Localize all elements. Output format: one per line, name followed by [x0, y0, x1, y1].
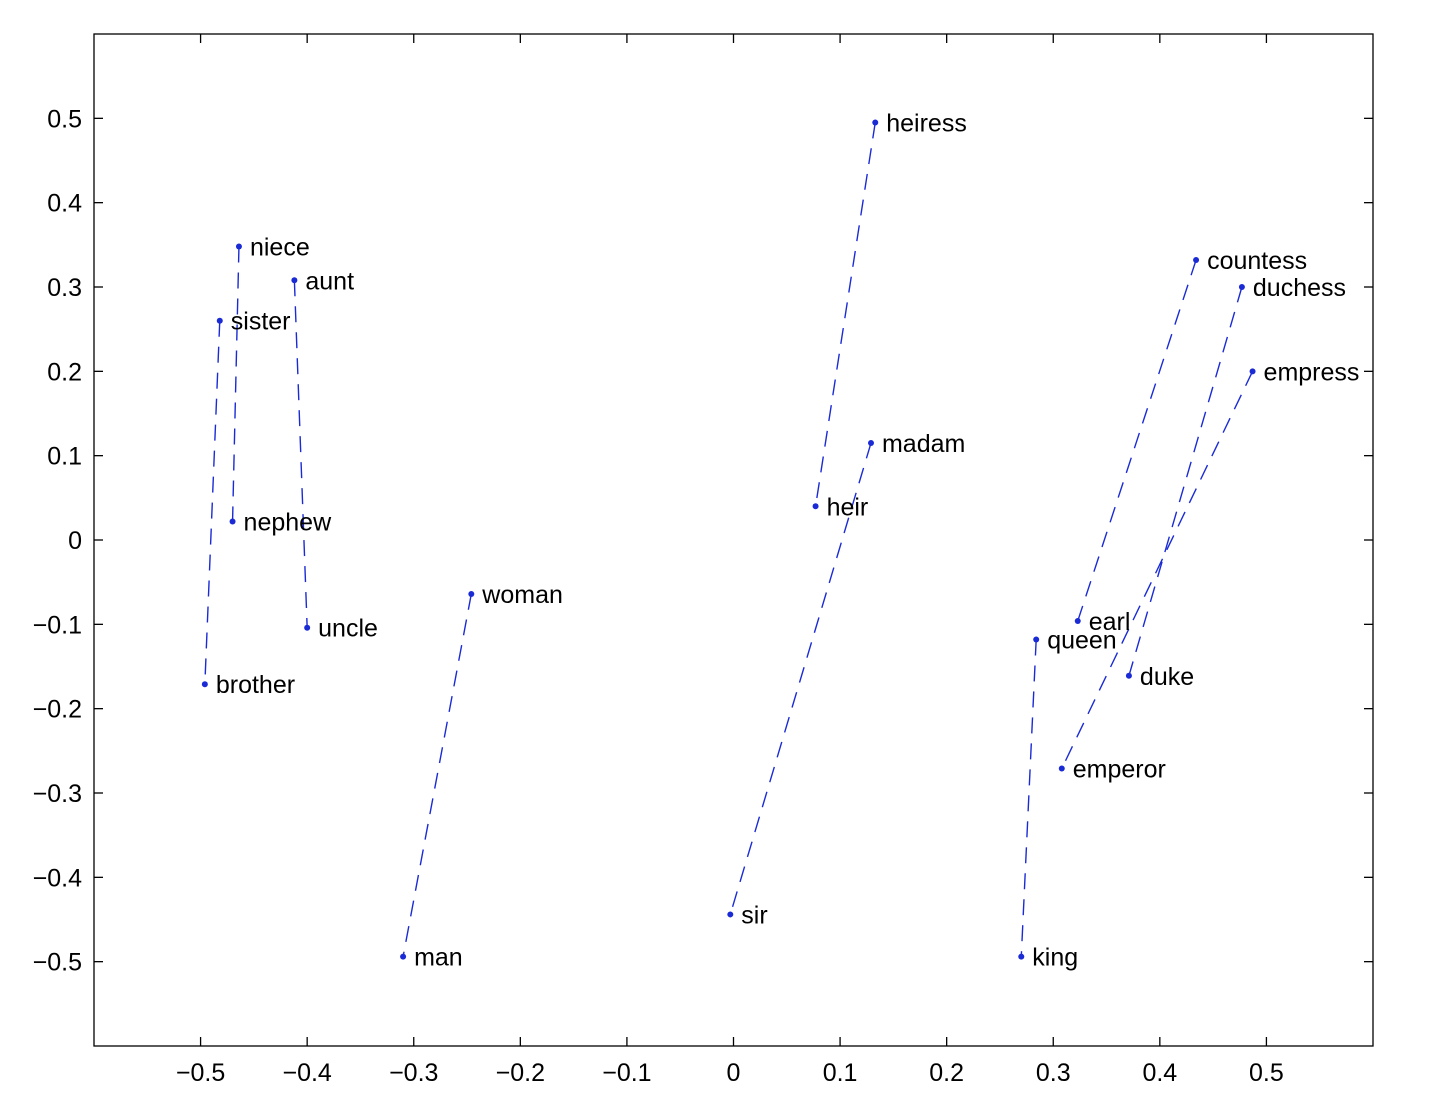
y-tick-label: −0.5 [33, 949, 82, 977]
pair-line-empress-emperor [1061, 371, 1254, 769]
y-tick-label: 0.3 [47, 274, 82, 302]
point-earl [1074, 617, 1081, 624]
y-tick-label: 0.2 [47, 358, 82, 386]
point-duke [1125, 672, 1132, 679]
x-tick-label: −0.5 [176, 1059, 225, 1087]
pair-lines [204, 122, 1254, 957]
y-tick-label: −0.3 [33, 780, 82, 808]
point-label-heiress: heiress [886, 110, 967, 138]
pair-line-niece-nephew [231, 246, 240, 522]
point-label-woman: woman [481, 581, 563, 609]
point-empress [1249, 368, 1256, 375]
y-tick-label: −0.2 [33, 696, 82, 724]
point-label-duchess: duchess [1253, 274, 1346, 302]
y-tick-label: 0 [68, 527, 82, 555]
point-label-sir: sir [741, 901, 767, 929]
y-tick-label: −0.1 [33, 611, 82, 639]
point-label-countess: countess [1207, 247, 1307, 275]
point-label-emperor: emperor [1073, 756, 1166, 784]
point-label-empress: empress [1264, 358, 1360, 386]
point-countess [1193, 257, 1200, 264]
point-label-man: man [414, 944, 463, 972]
point-heir [812, 503, 819, 510]
axes-frame [93, 33, 1374, 1047]
pair-line-aunt-uncle [293, 280, 308, 628]
x-tick-label: −0.3 [389, 1059, 438, 1087]
y-tick-label: 0.1 [47, 443, 82, 471]
point-label-nephew: nephew [244, 508, 333, 536]
point-label-earl: earl [1089, 608, 1131, 636]
plot-frame [93, 33, 1374, 1047]
point-label-brother: brother [216, 671, 295, 699]
point-madam [867, 440, 874, 447]
pair-line-sister-brother [204, 320, 221, 685]
y-tick-label: 0.5 [47, 105, 82, 133]
pair-line-queen-king [1020, 639, 1037, 957]
point-woman [468, 590, 475, 597]
pair-line-heiress-heir [814, 122, 876, 507]
point-label-niece: niece [250, 234, 310, 262]
pair-line-madam-sir [729, 442, 872, 915]
axis-ticks: −0.5 −0.4 −0.3 −0.2 −0.1 0 0.1 0.2 0.3 0.4 0.5 0.5 0… [33, 34, 1373, 1087]
x-tick-label: 0.5 [1249, 1059, 1284, 1087]
point-label-heir: heir [827, 493, 869, 521]
point-heiress [872, 119, 879, 126]
x-tick-label: 0.4 [1142, 1059, 1177, 1087]
x-tick-label: 0.1 [823, 1059, 858, 1087]
y-tick-label: 0.4 [47, 190, 82, 218]
point-uncle [304, 624, 311, 631]
point-sir [727, 911, 734, 918]
data-points [201, 119, 1256, 960]
point-brother [201, 681, 208, 688]
x-tick-label: −0.2 [496, 1059, 545, 1087]
x-tick-label: −0.1 [602, 1059, 651, 1087]
pair-line-countess-earl [1077, 259, 1197, 622]
point-label-queen: queen [1047, 627, 1117, 655]
point-labels: niece aunt sister nephew uncle brother woman ma… [216, 110, 1360, 972]
x-tick-label: −0.4 [282, 1059, 331, 1087]
point-queen [1033, 636, 1040, 643]
point-king [1018, 953, 1025, 960]
point-label-aunt: aunt [305, 267, 354, 295]
point-emperor [1058, 765, 1065, 772]
point-label-duke: duke [1140, 663, 1194, 691]
point-nephew [229, 518, 236, 525]
y-tick-label: −0.4 [33, 864, 82, 892]
point-label-sister: sister [231, 308, 291, 336]
x-tick-label: 0 [727, 1059, 741, 1087]
point-aunt [291, 277, 298, 284]
point-label-uncle: uncle [318, 615, 378, 643]
point-duchess [1238, 284, 1245, 290]
pair-line-duchess-duke [1128, 286, 1243, 676]
point-label-madam: madam [882, 430, 965, 458]
x-tick-label: 0.3 [1036, 1059, 1071, 1087]
point-man [400, 953, 407, 960]
point-niece [235, 243, 242, 250]
point-label-king: king [1032, 944, 1078, 972]
point-sister [216, 317, 223, 324]
pair-line-woman-man [402, 593, 472, 957]
x-tick-label: 0.2 [929, 1059, 964, 1087]
